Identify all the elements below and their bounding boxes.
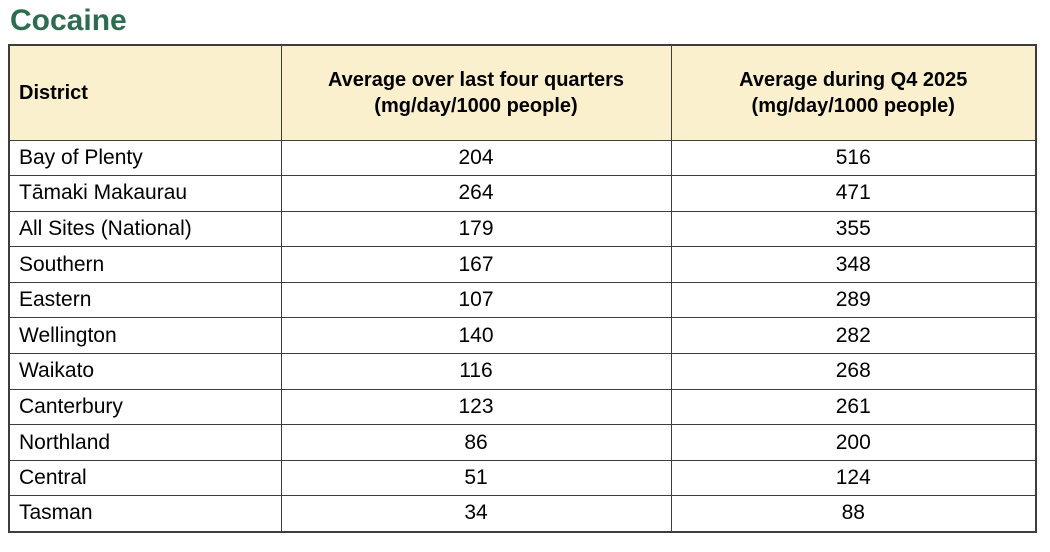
table-row: Wellington 140 282: [8, 317, 1037, 355]
district-cell: Central: [8, 459, 282, 497]
avg-last-four-cell: 107: [280, 281, 672, 319]
avg-q4-cell: 289: [670, 281, 1037, 319]
table-row: Eastern 107 289: [8, 281, 1037, 319]
avg-last-four-cell: 34: [280, 495, 672, 533]
table-row: Tāmaki Makaurau 264 471: [8, 175, 1037, 212]
header-avg-last-four: Average over last four quarters (mg/day/…: [280, 44, 672, 141]
table-header: District Average over last four quarters…: [8, 44, 1037, 141]
table-row: All Sites (National) 179 355: [8, 210, 1037, 248]
cocaine-table: District Average over last four quarters…: [8, 44, 1037, 533]
avg-last-four-cell: 123: [280, 388, 672, 426]
avg-q4-cell: 268: [670, 353, 1037, 390]
avg-q4-cell: 88: [670, 495, 1037, 533]
header-district: District: [8, 44, 282, 141]
avg-last-four-cell: 179: [280, 210, 672, 248]
table-row: Bay of Plenty 204 516: [8, 139, 1037, 177]
avg-last-four-cell: 140: [280, 317, 672, 355]
header-row: District Average over last four quarters…: [8, 44, 1037, 141]
avg-q4-cell: 261: [670, 388, 1037, 426]
table-row: Northland 86 200: [8, 424, 1037, 461]
avg-last-four-cell: 264: [280, 175, 672, 212]
page-title: Cocaine: [10, 4, 127, 37]
avg-last-four-cell: 167: [280, 246, 672, 283]
avg-q4-cell: 282: [670, 317, 1037, 355]
district-cell: Wellington: [8, 317, 282, 355]
district-cell: Canterbury: [8, 388, 282, 426]
district-cell: Tāmaki Makaurau: [8, 175, 282, 212]
table-body: Bay of Plenty 204 516 Tāmaki Makaurau 264 471…: [8, 139, 1037, 533]
avg-q4-cell: 355: [670, 210, 1037, 248]
header-avg-q4: Average during Q4 2025 (mg/day/1000 peop…: [670, 44, 1037, 141]
table-row: Tasman 34 88: [8, 495, 1037, 533]
avg-q4-cell: 348: [670, 246, 1037, 283]
district-cell: All Sites (National): [8, 210, 282, 248]
district-cell: Tasman: [8, 495, 282, 533]
avg-last-four-cell: 86: [280, 424, 672, 461]
header-avg-last-four-line1: Average over last four quarters: [327, 68, 625, 91]
avg-last-four-cell: 116: [280, 353, 672, 390]
avg-last-four-cell: 51: [280, 459, 672, 497]
district-cell: Northland: [8, 424, 282, 461]
avg-q4-cell: 516: [670, 139, 1037, 177]
avg-q4-cell: 124: [670, 459, 1037, 497]
header-avg-last-four-line2: (mg/day/1000 people): [374, 94, 578, 117]
table-row: Central 51 124: [8, 459, 1037, 497]
district-cell: Waikato: [8, 353, 282, 390]
table-row: Waikato 116 268: [8, 353, 1037, 390]
avg-last-four-cell: 204: [280, 139, 672, 177]
district-cell: Southern: [8, 246, 282, 283]
avg-q4-cell: 200: [670, 424, 1037, 461]
header-avg-q4-line2: (mg/day/1000 people): [751, 94, 955, 117]
district-cell: Bay of Plenty: [8, 139, 282, 177]
table-row: Canterbury 123 261: [8, 388, 1037, 426]
district-cell: Eastern: [8, 281, 282, 319]
avg-q4-cell: 471: [670, 175, 1037, 212]
table-row: Southern 167 348: [8, 246, 1037, 283]
header-avg-q4-line1: Average during Q4 2025: [739, 68, 968, 91]
